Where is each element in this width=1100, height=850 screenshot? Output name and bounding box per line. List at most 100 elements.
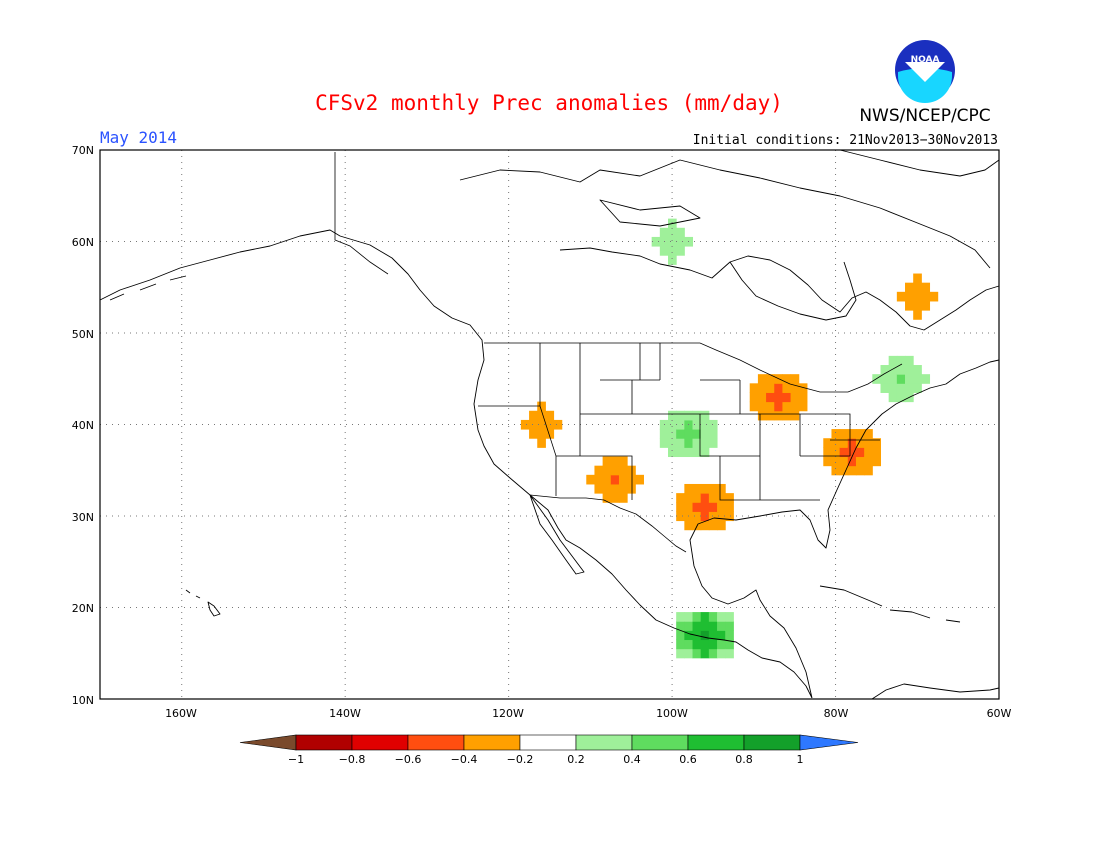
anomaly-cell: [921, 374, 931, 384]
anomaly-cell: [692, 621, 702, 631]
anomaly-cell: [717, 648, 726, 659]
anomaly-cell: [684, 648, 694, 659]
colorbar-tick-label: −0.4: [451, 753, 478, 766]
anomaly-cell: [880, 383, 890, 393]
anomaly-cell: [602, 465, 612, 476]
anomaly-cell: [913, 282, 922, 293]
anomaly-cell: [725, 648, 734, 659]
coastline-arctic-islands: [459, 159, 991, 269]
anomaly-cell: [537, 401, 546, 412]
anomaly-cell: [839, 447, 849, 458]
lat-label-60n: 60N: [72, 236, 94, 249]
anomaly-cell: [782, 410, 792, 421]
anomaly-cell: [668, 438, 677, 448]
anomaly-cell: [676, 447, 685, 458]
anomaly-cell: [668, 246, 677, 256]
anomaly-cell: [847, 465, 857, 476]
anomaly-cell: [872, 447, 881, 458]
anomaly-cell: [725, 511, 734, 522]
anomaly-cell: [708, 502, 718, 512]
anomaly-cell: [708, 419, 718, 430]
anomaly-cell: [717, 502, 726, 512]
anomaly-cell: [692, 429, 702, 439]
anomaly-cell: [700, 483, 710, 494]
coastline-north-america: [339, 235, 1000, 699]
anomaly-cell: [798, 401, 808, 412]
border-us-mexico: [529, 494, 687, 553]
anomaly-cell: [537, 419, 546, 430]
anomaly-cell: [610, 483, 620, 494]
logo-text: NOAA: [911, 55, 940, 65]
anomaly-cell: [725, 612, 734, 622]
anomaly-cell: [708, 648, 718, 659]
anomaly-cell: [692, 419, 702, 430]
anomaly-cell: [684, 447, 694, 458]
anomaly-cell: [692, 493, 702, 503]
anomaly-cell: [676, 621, 685, 631]
anomaly-cell: [823, 456, 832, 467]
anomaly-cell: [700, 419, 710, 430]
anomaly-cell: [896, 383, 906, 393]
anomaly-cell: [537, 438, 546, 448]
anomaly-cell: [545, 429, 555, 439]
anomaly-cell: [855, 456, 865, 467]
colorbar-tick-label: −1: [288, 753, 304, 766]
anomaly-cell: [766, 383, 775, 393]
anomaly-cell: [888, 365, 898, 375]
anomaly-cell: [766, 374, 775, 384]
anomaly-cell: [668, 419, 677, 430]
anomaly-cell: [929, 291, 939, 302]
anomaly-cell: [749, 383, 759, 393]
anomaly-cell: [921, 282, 931, 293]
anomaly-cell: [700, 429, 710, 439]
anomaly-cell: [627, 483, 636, 494]
anomaly-cell: [847, 429, 857, 439]
anomaly-cell: [684, 520, 694, 531]
lon-label-60w: 60W: [987, 707, 1012, 720]
anomaly-cell: [676, 246, 685, 256]
colorbar-min-arrow: [239, 734, 297, 751]
anomaly-cell: [774, 383, 783, 393]
anomaly-cell: [529, 410, 538, 421]
anomaly-cell: [684, 410, 694, 421]
anomaly-cell: [659, 438, 669, 448]
anomaly-cell: [921, 291, 931, 302]
anomaly-cell: [913, 310, 922, 320]
anomaly-cell: [635, 474, 644, 485]
us-state-lines: [478, 343, 880, 501]
colorbar-tick-label: 1: [797, 753, 804, 766]
colorbar-tick-label: −0.6: [395, 753, 422, 766]
anomaly-cell: [668, 447, 677, 458]
anomaly-cell: [725, 630, 734, 641]
anomaly-cell: [676, 410, 685, 421]
anomaly-cell: [520, 419, 530, 430]
anomaly-cell: [545, 419, 555, 430]
anomaly-cell: [888, 355, 898, 366]
coastline-aleutians: [109, 275, 187, 301]
anomaly-cell: [798, 383, 808, 393]
lat-label-20n: 20N: [72, 602, 94, 615]
anomaly-cell: [774, 401, 783, 412]
anomaly-cell: [692, 639, 702, 650]
anomaly-cell: [831, 429, 841, 439]
coastline-greenland: [839, 149, 1000, 177]
anomaly-cell: [668, 255, 677, 265]
anomaly-cell: [684, 630, 694, 641]
anomaly-cell: [610, 456, 620, 467]
anomaly-cell: [708, 511, 718, 522]
anomaly-cell: [708, 621, 718, 631]
anomaly-cell: [684, 639, 694, 650]
initial-conditions-label: Initial conditions: 21Nov2013−30Nov2013: [693, 133, 998, 148]
lon-label-100w: 100W: [656, 707, 688, 720]
anomaly-cell: [782, 401, 792, 412]
anomaly-cell: [905, 291, 914, 302]
colorbar: −1 −0.8 −0.6 −0.4 −0.2 0.2 0.4 0.6 0.8 1: [239, 734, 859, 766]
anomaly-cell: [717, 630, 726, 641]
anomaly-cell: [684, 493, 694, 503]
anomaly-cell: [529, 419, 538, 430]
anomaly-cell: [700, 493, 710, 503]
anomaly-cell: [782, 383, 792, 393]
anomaly-cell: [757, 392, 767, 403]
anomaly-cell: [839, 465, 849, 476]
